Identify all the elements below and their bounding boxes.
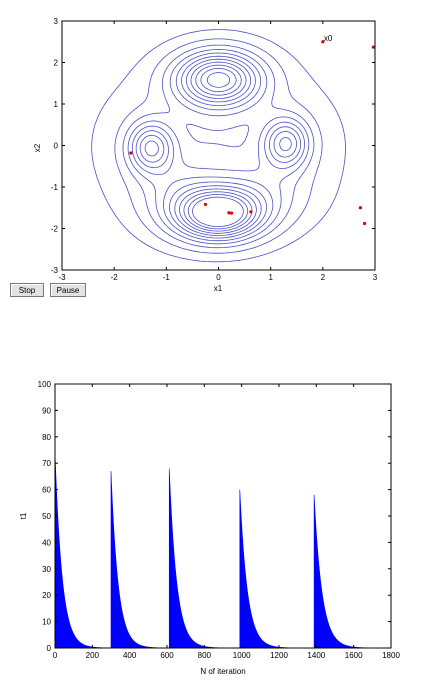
y-tick-label: 3 [54, 17, 59, 26]
contour-level [122, 44, 315, 249]
y-tick-label: -2 [51, 225, 59, 234]
data-point [129, 151, 133, 155]
x-tick-label: -3 [58, 273, 66, 282]
data-point [371, 45, 376, 49]
x-tick-label-2: 400 [123, 651, 137, 660]
y-tick-label: -1 [51, 183, 59, 192]
contour-lines [91, 29, 346, 263]
bar-burst [313, 494, 369, 649]
x-tick-label-2: 1600 [345, 651, 363, 660]
contour-level [192, 72, 244, 227]
data-points [129, 40, 376, 226]
x-tick-label-2: 1800 [382, 651, 400, 660]
pause-button[interactable]: Pause [50, 283, 86, 297]
y-tick-label-2: 60 [42, 486, 51, 495]
y-tick-label: -3 [51, 266, 59, 275]
x-tick-label: -1 [163, 273, 171, 282]
y-tick-label-2: 100 [38, 380, 52, 389]
contour-level [114, 38, 323, 254]
y-tick-label: 0 [54, 142, 59, 151]
y-tick-label-2: 90 [42, 406, 51, 415]
data-point [227, 211, 231, 215]
x-tick-label: -2 [111, 273, 119, 282]
x-tick-label-2: 1000 [233, 651, 251, 660]
y-tick-label: 1 [54, 100, 59, 109]
y-tick-label-2: 40 [42, 538, 51, 547]
y-tick-label-2: 0 [47, 644, 52, 653]
x-tick-label-2: 800 [198, 651, 212, 660]
contour-plot: -3 -2 -1 0 1 2 3 -3 -2 -1 0 1 2 3 x0 x1 x2 [33, 17, 378, 293]
bar-burst [54, 452, 110, 649]
x-tick-label: 1 [268, 273, 273, 282]
data-point [362, 221, 367, 226]
contour-level [144, 61, 292, 234]
y-tick-label-2: 20 [42, 591, 51, 600]
bar-series [54, 452, 369, 649]
contour-level [131, 52, 305, 242]
plot-frame-2 [54, 383, 392, 649]
contour-level [183, 64, 253, 232]
x-tick-label: 2 [321, 273, 326, 282]
x-tick-label: 3 [373, 273, 378, 282]
iteration-bar-chart: 0 200 400 600 800 1000 1200 1400 1600 1800 0 10 20 30… [19, 380, 401, 676]
bar-burst [239, 489, 313, 649]
x-tick-label-2: 1200 [270, 651, 288, 660]
data-point [321, 40, 325, 44]
axis-ticks-2: 0 200 400 600 800 1000 1200 1400 1600 1800 0 10 20 30… [38, 380, 401, 660]
contour-level [135, 55, 302, 239]
data-point [249, 210, 253, 214]
annotation-x0: x0 [324, 34, 333, 43]
x-tick-label-2: 600 [160, 651, 174, 660]
y-axis-label: x2 [33, 143, 42, 152]
x-tick-label-2: 200 [86, 651, 100, 660]
bar-burst [110, 471, 168, 649]
y-tick-label-2: 50 [42, 512, 51, 521]
data-point [203, 202, 208, 207]
x-axis-label-2: N of iteration [200, 667, 245, 676]
y-tick-label-2: 10 [42, 618, 51, 627]
y-tick-label-2: 70 [42, 459, 51, 468]
y-axis-label-2: t1 [19, 512, 28, 519]
contour-level [127, 49, 310, 245]
axis-ticks: -3 -2 -1 0 1 2 3 -3 -2 -1 0 1 2 3 [51, 17, 378, 282]
stop-button[interactable]: Stop [10, 283, 44, 297]
plot-frame [61, 20, 376, 271]
y-tick-label-2: 30 [42, 565, 51, 574]
x-tick-label-2: 1400 [307, 651, 325, 660]
contour-level [187, 68, 249, 230]
y-tick-label-2: 80 [42, 433, 51, 442]
x-axis-label: x1 [214, 284, 223, 293]
data-point [358, 206, 362, 210]
bar-burst [168, 468, 239, 649]
contour-level [91, 29, 346, 263]
contour-level [139, 58, 297, 236]
x-tick-label-2: 0 [53, 651, 58, 660]
x-tick-label: 0 [216, 273, 221, 282]
y-tick-label: 2 [54, 59, 59, 68]
data-point [229, 211, 234, 215]
